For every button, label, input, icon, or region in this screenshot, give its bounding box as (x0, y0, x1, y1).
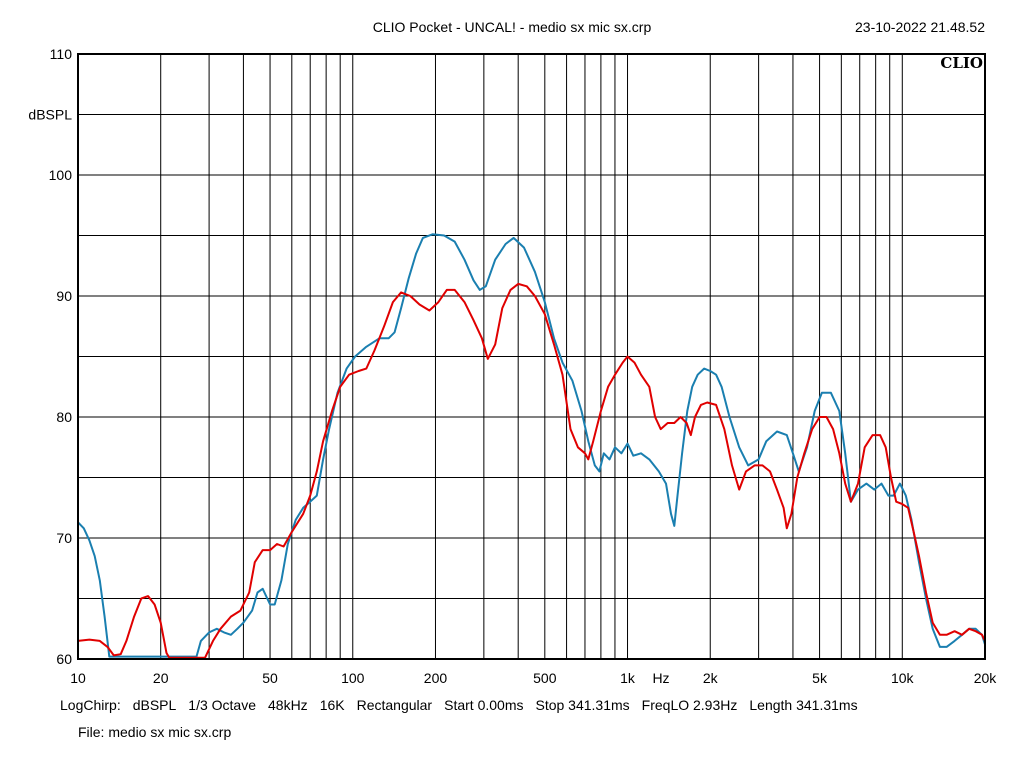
setting-item: Stop 341.31ms (535, 697, 630, 713)
setting-item: Start 0.00ms (444, 697, 524, 713)
y-tick-label: 90 (56, 288, 72, 304)
grid (78, 54, 985, 659)
measurement-datetime: 23-10-2022 21.48.52 (855, 19, 985, 35)
y-tick-label: 60 (56, 651, 72, 667)
x-axis-unit-label: Hz (652, 670, 669, 686)
measurement-settings: LogChirp: dBSPL 1/3 Octave 48kHz 16K Rectangu… (60, 697, 870, 713)
x-tick-label: 20 (153, 670, 169, 686)
setting-item: 16K (319, 697, 345, 713)
x-tick-label: 50 (262, 670, 278, 686)
clio-brand-logo: CLIO (940, 54, 983, 72)
axis-labels: 110 100 90 80 70 60 dBSPL 10 20 50 100 200 500 1k 2k 5k… (28, 46, 997, 686)
series-group (77, 233, 986, 659)
plot-frame (77, 53, 986, 660)
x-tick-label: 10k (891, 670, 915, 686)
x-tick-label: 100 (341, 670, 365, 686)
x-tick-label: 500 (533, 670, 557, 686)
setting-item: dBSPL (132, 697, 177, 713)
setting-item: Length 341.31ms (749, 697, 858, 713)
setting-item: FreqLO 2.93Hz (641, 697, 738, 713)
series-line-red (77, 282, 986, 659)
setting-item: LogChirp: (60, 697, 121, 713)
y-tick-label: 80 (56, 409, 72, 425)
x-tick-label: 2k (703, 670, 719, 686)
series-line-blue (77, 233, 986, 658)
y-axis-label: dBSPL (28, 107, 72, 123)
setting-item: 1/3 Octave (188, 697, 256, 713)
y-tick-label: 110 (50, 46, 73, 62)
x-tick-label: 20k (974, 670, 998, 686)
setting-item: 48kHz (268, 697, 308, 713)
y-tick-label: 70 (56, 530, 72, 546)
plot-border (77, 53, 986, 660)
setting-item: Rectangular (356, 697, 433, 713)
file-name: File: medio sx mic sx.crp (78, 724, 232, 740)
x-tick-label: 200 (424, 670, 448, 686)
x-tick-label: 5k (812, 670, 828, 686)
chart-title: CLIO Pocket - UNCAL! - medio sx mic sx.c… (372, 19, 652, 35)
x-tick-label: 1k (620, 670, 636, 686)
x-tick-label: 10 (70, 670, 86, 686)
y-tick-label: 100 (49, 167, 73, 183)
